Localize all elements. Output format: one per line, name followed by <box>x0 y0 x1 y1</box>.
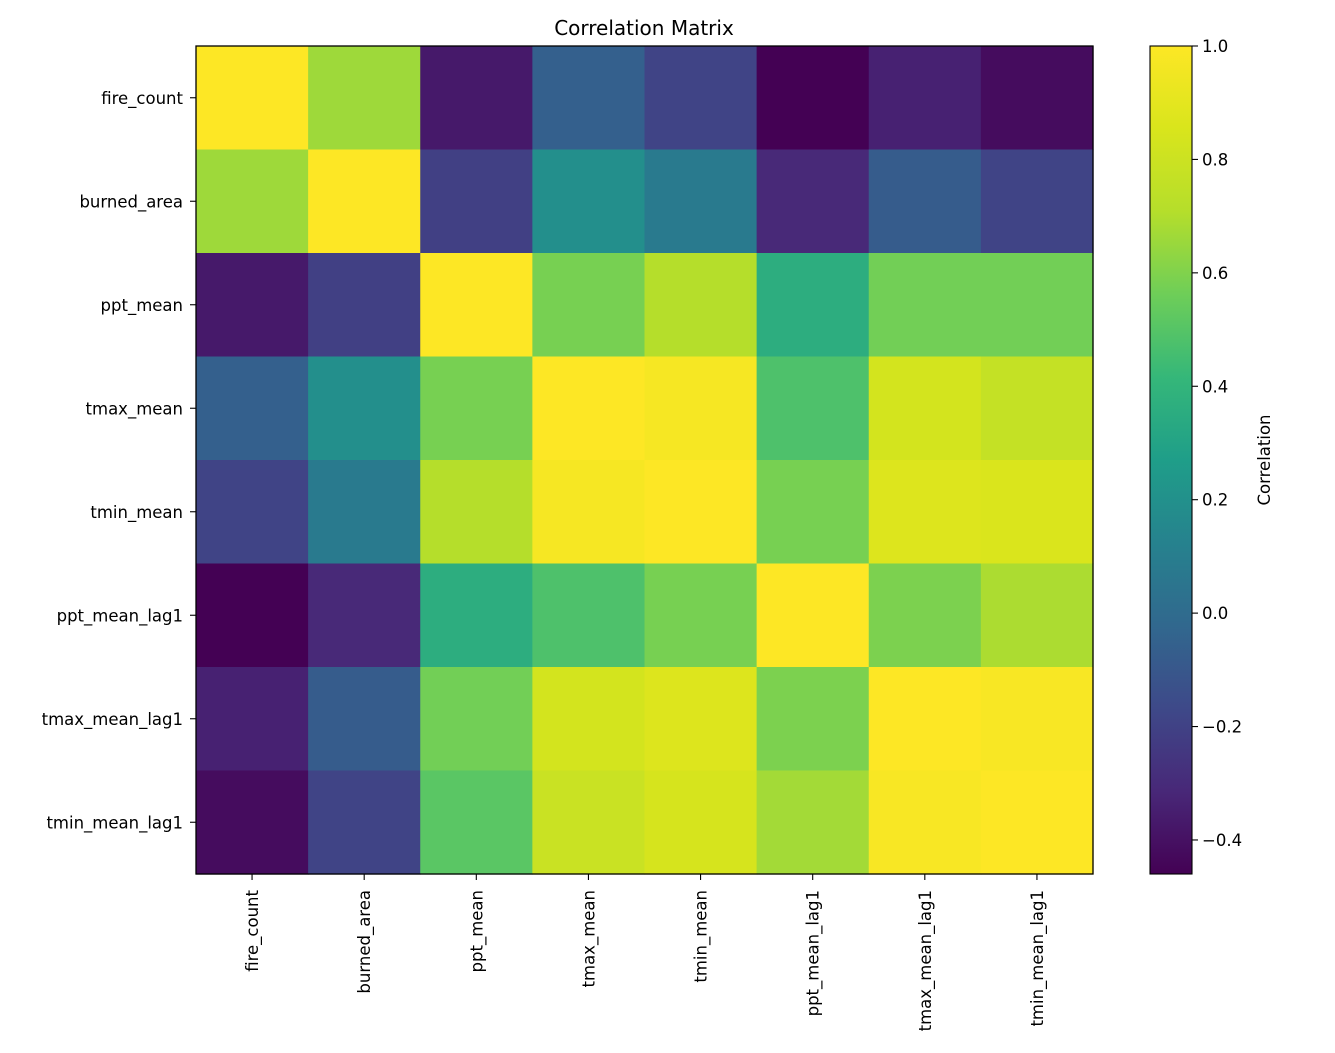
y-tick-label: ppt_mean <box>101 296 183 316</box>
heatmap-cell <box>196 46 309 151</box>
heatmap-cell <box>420 356 533 461</box>
y-tick-label: ppt_mean_lag1 <box>57 606 183 626</box>
heatmap-cell <box>196 460 309 565</box>
x-axis-ticks: fire_count burned_area ppt_mean tmax_mean tm… <box>243 874 1048 1031</box>
y-tick-label: tmin_mean_lag1 <box>46 813 183 833</box>
heatmap-cell <box>532 770 646 875</box>
heatmap-cell <box>868 253 982 358</box>
heatmap-cell <box>420 563 533 668</box>
heatmap-cell <box>644 667 758 772</box>
heatmap-cell <box>196 563 309 668</box>
heatmap-cell <box>868 770 982 875</box>
colorbar-tick-label: 0.8 <box>1202 150 1228 169</box>
y-tick-label: tmax_mean_lag1 <box>42 710 183 730</box>
heatmap-cell <box>756 356 870 461</box>
heatmap-cell <box>420 46 533 151</box>
y-tick-label: tmin_mean <box>90 503 183 523</box>
x-tick-label: tmax_mean <box>579 890 599 987</box>
x-tick-label: ppt_mean <box>467 890 487 972</box>
heatmap-cell <box>532 46 646 151</box>
y-tick-label: fire_count <box>101 89 183 109</box>
x-tick-label: fire_count <box>243 889 263 971</box>
heatmap-cell <box>532 149 646 254</box>
colorbar-tick-label: −0.2 <box>1202 718 1242 737</box>
heatmap-cell <box>980 253 1094 358</box>
heatmap-cell <box>644 149 758 254</box>
heatmap-cell <box>868 46 982 151</box>
heatmap-cell <box>532 563 646 668</box>
heatmap-cell <box>756 149 870 254</box>
colorbar-tick-label: 1.0 <box>1202 37 1228 56</box>
heatmap-cell <box>308 253 421 358</box>
heatmap-cell <box>532 460 646 565</box>
heatmap-frame <box>195 45 1094 875</box>
x-tick-label: ppt_mean_lag1 <box>804 890 824 1016</box>
colorbar-tick-label: 0.0 <box>1202 604 1228 623</box>
heatmap-cell <box>644 46 758 151</box>
heatmap-cell <box>756 460 870 565</box>
heatmap-cell <box>868 460 982 565</box>
colorbar-label: Correlation <box>1255 415 1274 506</box>
heatmap-cell <box>980 460 1094 565</box>
colorbar-tick-label: 0.6 <box>1202 264 1228 283</box>
heatmap-cell <box>308 563 421 668</box>
heatmap-cell <box>196 253 309 358</box>
heatmap-cell <box>420 253 533 358</box>
chart-title: Correlation Matrix <box>554 16 734 40</box>
heatmap-cell <box>980 149 1094 254</box>
heatmap-cell <box>420 667 533 772</box>
heatmap-cell <box>756 770 870 875</box>
heatmap-cell <box>980 46 1094 151</box>
heatmap-cell <box>980 563 1094 668</box>
colorbar <box>1149 45 1193 875</box>
heatmap-cell <box>644 460 758 565</box>
heatmap-cells <box>196 46 1094 875</box>
heatmap-cell <box>756 46 870 151</box>
heatmap-cell <box>980 356 1094 461</box>
y-axis-ticks: fire_count burned_area ppt_mean tmax_meantm… <box>42 89 196 833</box>
heatmap-cell <box>308 356 421 461</box>
x-tick-label: burned_area <box>355 890 375 994</box>
heatmap-cell <box>532 253 646 358</box>
heatmap-cell <box>308 460 421 565</box>
heatmap-cell <box>196 356 309 461</box>
heatmap-cell <box>196 149 309 254</box>
colorbar-tick-label: −0.4 <box>1202 831 1242 850</box>
heatmap-cell <box>420 460 533 565</box>
heatmap-cell <box>868 149 982 254</box>
heatmap-cell <box>756 563 870 668</box>
y-tick-label: burned_area <box>79 192 183 212</box>
heatmap-cell <box>868 563 982 668</box>
colorbar-tick-label: 0.4 <box>1202 377 1228 396</box>
heatmap-cell <box>308 149 421 254</box>
heatmap-cell <box>532 667 646 772</box>
heatmap-cell <box>756 667 870 772</box>
heatmap-cell <box>980 667 1094 772</box>
colorbar-ticks: 1.0 0.8 0.6 0.4 0.2 0.0 −0.2 −0.4 <box>1192 37 1242 850</box>
x-tick-label: tmax_mean_lag1 <box>916 890 936 1031</box>
heatmap-cell <box>532 356 646 461</box>
x-tick-label: tmin_mean_lag1 <box>1028 890 1048 1027</box>
heatmap-cell <box>420 770 533 875</box>
heatmap-cell <box>868 356 982 461</box>
y-tick-label: tmax_mean <box>86 399 183 419</box>
heatmap-cell <box>420 149 533 254</box>
heatmap-cell <box>756 253 870 358</box>
heatmap-cell <box>868 667 982 772</box>
colorbar-tick-label: 0.2 <box>1202 491 1228 510</box>
heatmap-cell <box>308 667 421 772</box>
heatmap-cell <box>644 563 758 668</box>
heatmap-cell <box>980 770 1094 875</box>
heatmap-cell <box>196 667 309 772</box>
heatmap-cell <box>644 770 758 875</box>
heatmap-cell <box>196 770 309 875</box>
x-tick-label: tmin_mean <box>692 890 712 983</box>
heatmap-cell <box>308 46 421 151</box>
heatmap-cell <box>644 356 758 461</box>
heatmap-cell <box>308 770 421 875</box>
heatmap-cell <box>644 253 758 358</box>
